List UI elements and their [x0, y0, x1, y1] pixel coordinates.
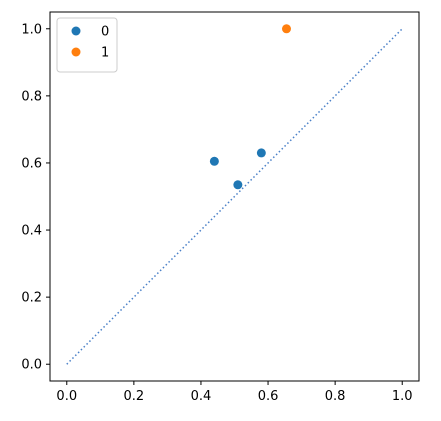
x-tick-label: 1.0 [392, 389, 413, 404]
x-tick-label: 0.8 [325, 389, 346, 404]
x-tick-label: 0.4 [191, 389, 212, 404]
data-point-series-0 [209, 156, 219, 166]
axes-frame [49, 11, 420, 382]
y-tick-label: 0.4 [21, 224, 42, 239]
x-axis-ticks: 0.0 0.2 0.4 0.6 0.8 1.0 [56, 381, 413, 404]
legend: 01 [56, 17, 118, 73]
legend-label: 1 [101, 46, 109, 61]
plot-area [49, 11, 420, 382]
x-tick-label: 0.6 [258, 389, 279, 404]
x-tick-label: 0.2 [124, 389, 145, 404]
x-tick-label: 0.0 [56, 389, 77, 404]
y-tick-label: 1.0 [21, 22, 42, 37]
data-point-series-0 [256, 148, 266, 158]
data-point-series-0 [233, 180, 243, 190]
data-point-series-1 [281, 24, 291, 34]
y-tick-label: 0.0 [21, 358, 42, 373]
y-tick-label: 0.8 [21, 89, 42, 104]
legend-label: 0 [101, 25, 109, 40]
reference-diagonal-line [66, 28, 403, 365]
y-axis-ticks: 0.0 0.2 0.4 0.6 0.8 1.0 [21, 22, 50, 373]
legend-marker [71, 26, 81, 36]
legend-marker [71, 47, 81, 57]
y-tick-label: 0.6 [21, 156, 42, 171]
y-tick-label: 0.2 [21, 291, 42, 306]
